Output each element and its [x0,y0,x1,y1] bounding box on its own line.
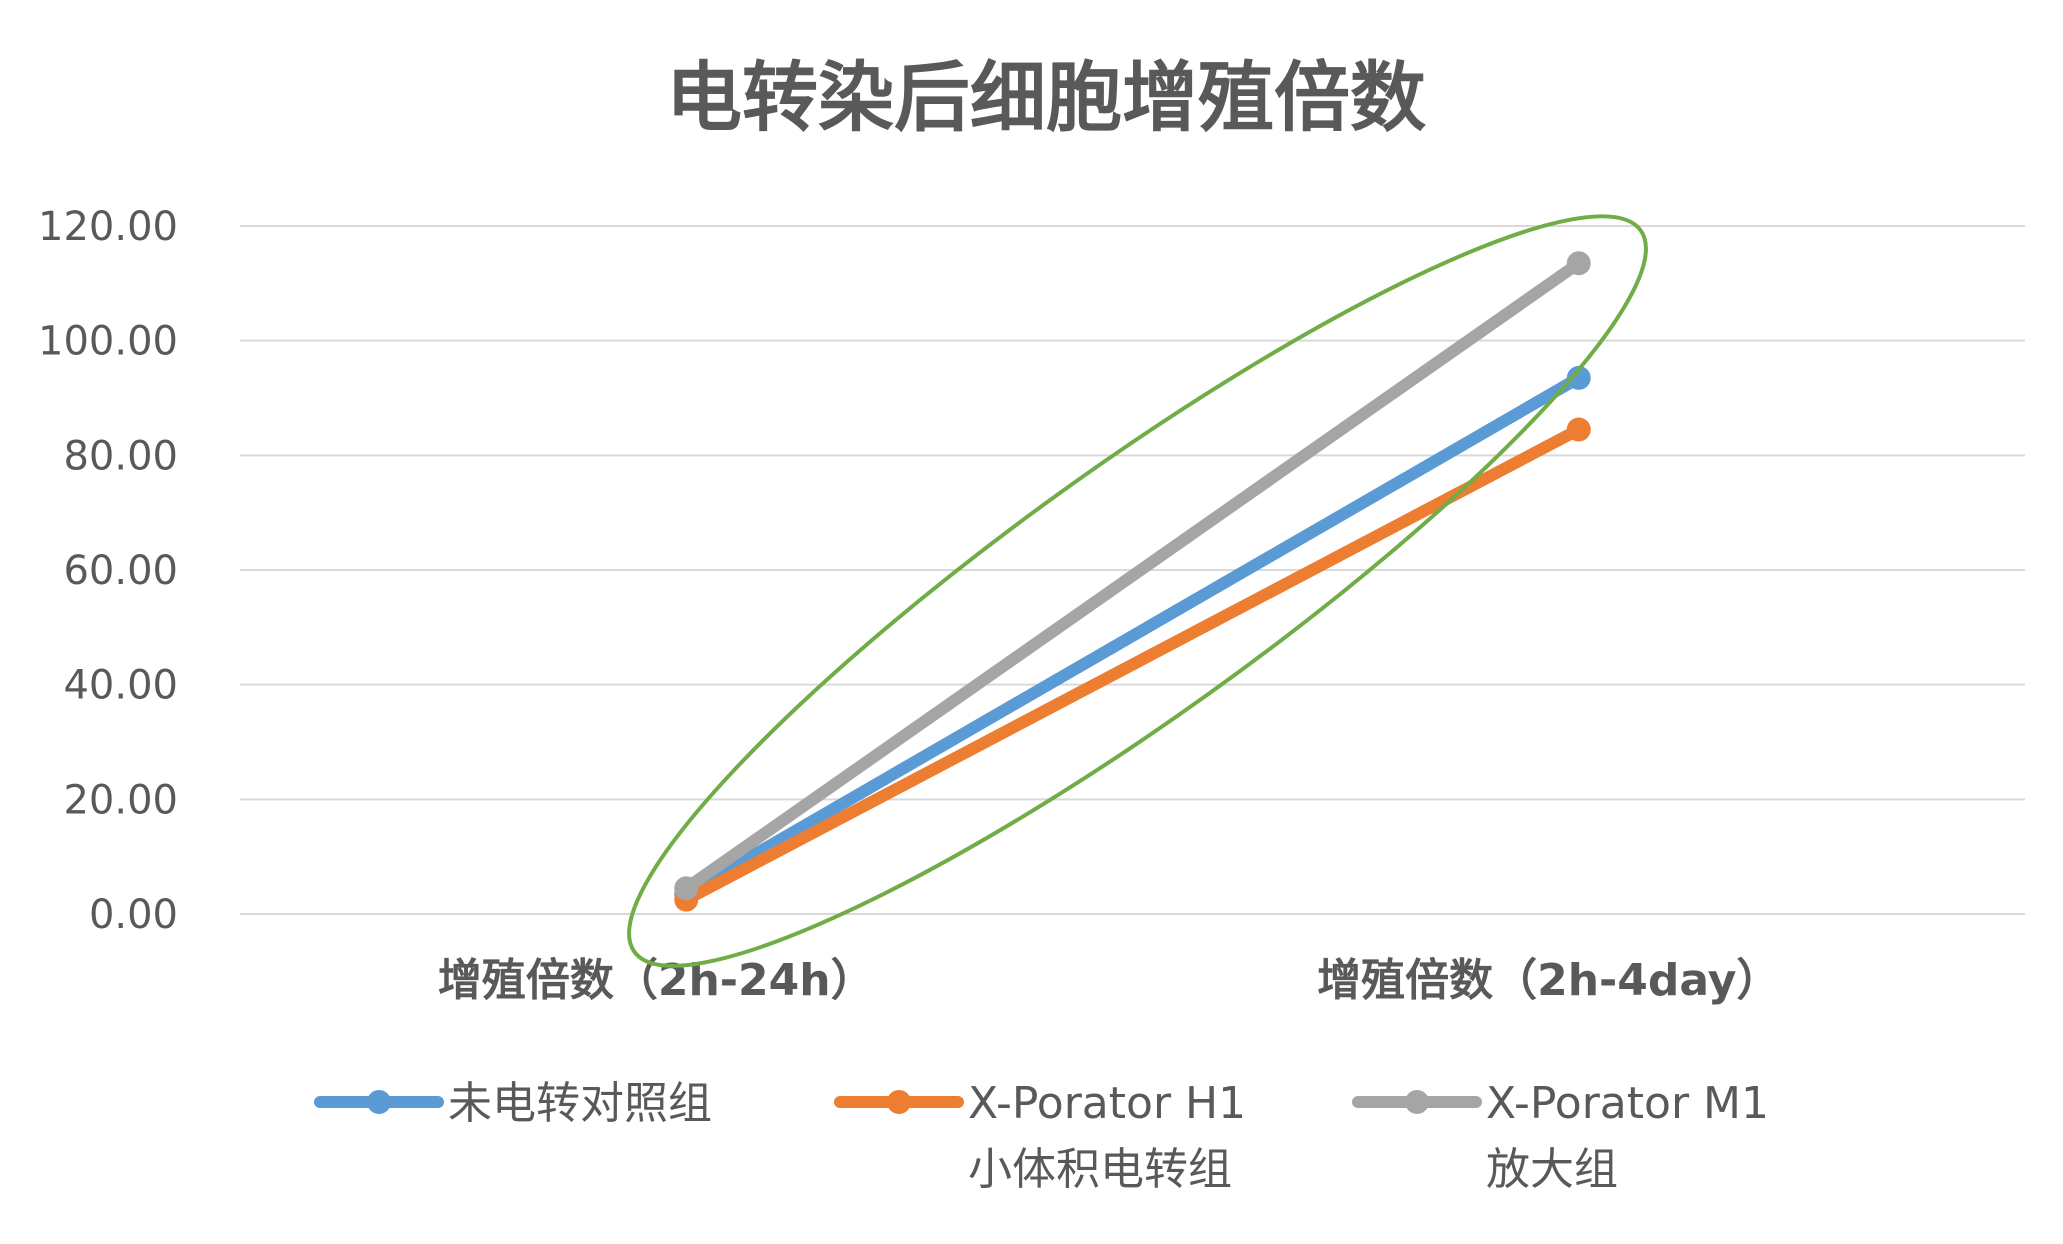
data-point [1566,417,1591,442]
y-tick-label: 100.00 [38,319,178,365]
highlight-ellipse [627,214,1648,968]
legend-marker [367,1090,391,1114]
y-tick-label: 60.00 [63,548,178,594]
x-tick-label: 增殖倍数（2h-4day） [1317,955,1780,1006]
y-tick-label: 80.00 [63,433,178,479]
series-line [680,423,1585,906]
legend-item: 未电转对照组 [314,1078,712,1129]
series-lines [674,251,1591,912]
x-axis-tick-labels: 增殖倍数（2h-24h） 增殖倍数（2h-4day） [438,955,1781,1006]
y-axis-tick-labels: 0.00 20.00 40.00 60.00 80.00 100.00 120.00 [38,204,178,938]
legend-label: 放大组 [1486,1144,1618,1195]
grid-lines [240,225,2025,915]
legend-label: 未电转对照组 [448,1078,712,1129]
legend-marker [887,1090,911,1114]
data-point [674,876,699,901]
legend: 未电转对照组 X-Porator H1 小体积电转组 X-Porator M1 放大组 [314,1078,1769,1195]
legend-item: X-Porator H1 小体积电转组 [834,1078,1246,1195]
highlight-annotation [627,214,1648,968]
data-point [1566,365,1591,390]
series-line [680,371,1585,900]
legend-label: X-Porator H1 [968,1078,1246,1129]
chart-title: 电转染后细胞增殖倍数 [666,53,1426,142]
y-tick-label: 0.00 [89,892,178,938]
y-tick-label: 20.00 [63,777,178,823]
legend-item: X-Porator M1 放大组 [1352,1078,1769,1195]
legend-marker [1405,1090,1429,1114]
data-point [1566,251,1591,276]
y-tick-label: 40.00 [63,663,178,709]
legend-label: 小体积电转组 [968,1144,1232,1195]
legend-label: X-Porator M1 [1486,1078,1769,1129]
y-tick-label: 120.00 [38,204,178,250]
series-line [680,257,1585,895]
